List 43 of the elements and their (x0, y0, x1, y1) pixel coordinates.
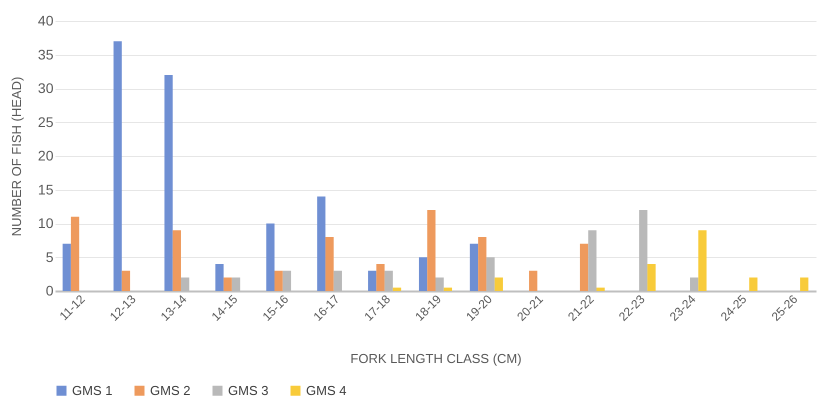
legend-label: GMS 1 (72, 382, 112, 398)
legend-label: GMS 4 (306, 382, 346, 398)
bar (596, 288, 605, 291)
bar (470, 244, 478, 291)
bar (529, 270, 538, 291)
bar (224, 278, 232, 291)
bar (800, 278, 808, 291)
y-tick-label: 0 (46, 282, 54, 298)
bar (427, 210, 436, 291)
bar (418, 257, 428, 291)
x-axis-title: FORK LENGTH CLASS (CM) (350, 350, 522, 366)
bar (70, 216, 80, 291)
bar (392, 288, 402, 291)
y-tick-label: 10 (38, 215, 54, 231)
y-tick-label: 20 (38, 148, 54, 164)
y-tick-label: 40 (38, 12, 54, 28)
bar (215, 264, 224, 291)
y-tick-label: 15 (38, 181, 54, 198)
legend-label: GMS 3 (228, 382, 268, 398)
y-tick-label: 35 (38, 46, 54, 62)
bar (317, 196, 326, 291)
y-tick-label: 30 (38, 80, 54, 96)
y-tick-label: 25 (38, 114, 54, 130)
bar (478, 237, 486, 291)
bar (274, 270, 283, 291)
bar (647, 264, 656, 291)
bar (580, 244, 588, 291)
bar (62, 244, 71, 291)
bar (266, 224, 275, 291)
bar (122, 270, 130, 291)
bar (164, 75, 173, 291)
bar (698, 230, 707, 291)
y-axis-title: NUMBER OF FISH (HEAD) (8, 76, 24, 236)
bar (325, 237, 334, 291)
bar (494, 278, 503, 291)
bar (172, 230, 181, 291)
bar (749, 278, 758, 291)
bar (444, 288, 452, 291)
bar (114, 41, 122, 291)
bar (376, 264, 385, 291)
y-tick-label: 5 (46, 248, 54, 265)
legend-label: GMS 2 (150, 382, 190, 398)
bar (368, 270, 376, 291)
